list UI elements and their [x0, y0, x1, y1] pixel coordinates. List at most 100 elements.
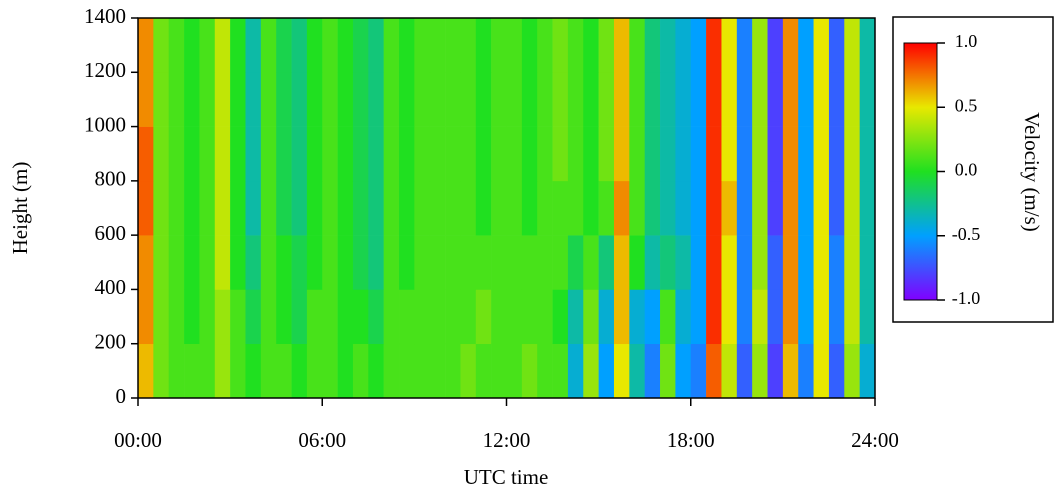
cell — [844, 343, 860, 399]
cell — [521, 126, 538, 182]
cell — [798, 126, 814, 182]
cell — [475, 343, 492, 399]
cell — [230, 289, 246, 345]
cell — [552, 235, 569, 290]
cell — [399, 343, 415, 399]
cell — [859, 343, 876, 399]
cell — [445, 235, 461, 290]
cell — [613, 18, 630, 73]
cell — [736, 72, 753, 127]
cell — [414, 289, 431, 345]
cell — [598, 72, 615, 127]
cell — [537, 343, 553, 399]
cell — [813, 18, 830, 73]
cell — [721, 289, 738, 345]
cell — [798, 343, 814, 399]
cell — [583, 235, 599, 290]
cell — [291, 126, 308, 182]
cell — [383, 180, 400, 236]
cell — [475, 289, 492, 345]
colorbar-title: Velocity (m/s) — [1020, 112, 1044, 232]
cell — [706, 180, 722, 236]
cell — [859, 126, 876, 182]
cell — [491, 18, 507, 73]
cell — [168, 289, 185, 345]
cell — [291, 343, 308, 399]
cell — [506, 180, 523, 236]
cell — [813, 235, 830, 290]
cell — [828, 72, 845, 127]
cell — [245, 289, 262, 345]
cell — [445, 343, 461, 399]
cell — [153, 289, 170, 345]
cell — [675, 289, 692, 345]
cell — [337, 180, 354, 236]
cell — [383, 126, 400, 182]
cell — [383, 343, 400, 399]
cell — [153, 180, 170, 236]
cell — [230, 343, 246, 399]
cell — [138, 72, 154, 127]
cell — [706, 126, 722, 182]
cell — [629, 343, 645, 399]
cell — [706, 289, 722, 345]
cell — [690, 289, 707, 345]
cell — [352, 72, 369, 127]
cell — [337, 343, 354, 399]
cell — [721, 126, 738, 182]
cell — [306, 289, 323, 345]
cell — [721, 343, 738, 399]
cell — [767, 289, 784, 345]
cell — [537, 126, 553, 182]
cell — [706, 18, 722, 73]
cell — [306, 343, 323, 399]
cell — [352, 289, 369, 345]
cell — [675, 180, 692, 236]
cell — [844, 235, 860, 290]
cell — [813, 343, 830, 399]
cell — [736, 235, 753, 290]
cell — [306, 18, 323, 73]
cell — [506, 72, 523, 127]
cell — [567, 235, 584, 290]
y-tick-label: 600 — [95, 221, 127, 245]
cell — [828, 126, 845, 182]
cell — [629, 126, 645, 182]
cell — [736, 289, 753, 345]
cell — [276, 126, 292, 182]
cell — [445, 18, 461, 73]
cell — [813, 180, 830, 236]
cell — [859, 72, 876, 127]
y-axis-label: Height (m) — [8, 162, 32, 255]
cell — [706, 235, 722, 290]
cell — [352, 180, 369, 236]
cell — [276, 180, 292, 236]
cell — [291, 18, 308, 73]
cell — [629, 235, 645, 290]
cell — [644, 343, 661, 399]
cell — [844, 18, 860, 73]
cell — [168, 126, 185, 182]
colorbar-tick-label: 1.0 — [955, 31, 978, 51]
cell — [721, 180, 738, 236]
cell — [583, 343, 599, 399]
cell — [567, 289, 584, 345]
cell — [828, 343, 845, 399]
cell — [260, 126, 277, 182]
cell — [214, 180, 231, 236]
cell — [629, 72, 645, 127]
cell — [337, 18, 354, 73]
cell — [491, 72, 507, 127]
cell — [214, 289, 231, 345]
colorbar-tick-label: 0.5 — [955, 95, 978, 115]
cell — [660, 180, 676, 236]
cell — [583, 180, 599, 236]
cell — [383, 289, 400, 345]
cell — [583, 18, 599, 73]
cell — [460, 235, 477, 290]
cell — [260, 235, 277, 290]
cell — [322, 72, 338, 127]
cell — [813, 289, 830, 345]
cell — [721, 235, 738, 290]
